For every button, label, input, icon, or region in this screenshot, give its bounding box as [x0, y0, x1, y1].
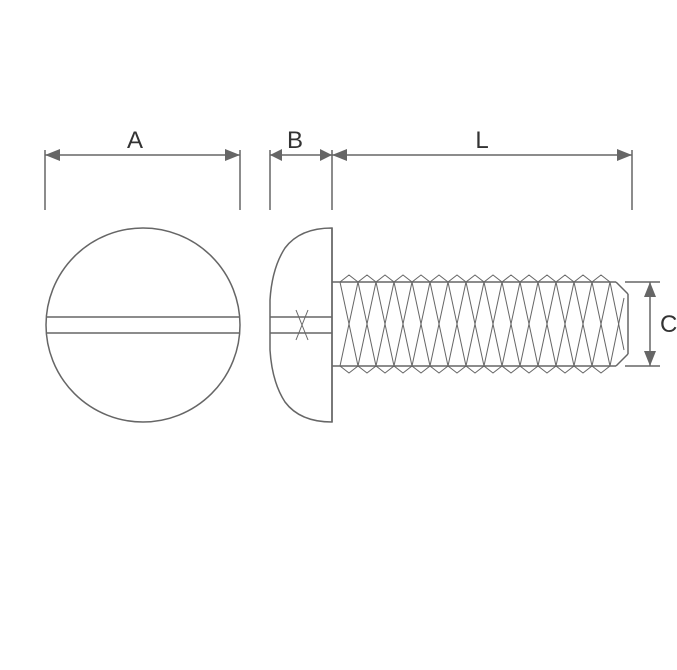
dimension-l: L [332, 127, 632, 210]
screw-side-view [270, 228, 628, 422]
thread-pattern [340, 275, 624, 373]
dimension-c: C [625, 282, 677, 366]
dimension-a: A [45, 127, 240, 210]
dimension-b: B [270, 127, 332, 210]
label-c: C [660, 311, 677, 338]
label-l: L [475, 127, 488, 154]
screw-head-front-view [46, 228, 240, 422]
label-b: B [287, 127, 303, 154]
screw-technical-drawing: A B L C [0, 0, 677, 670]
label-a: A [127, 127, 143, 154]
diagram-svg: A B L C [0, 0, 677, 670]
